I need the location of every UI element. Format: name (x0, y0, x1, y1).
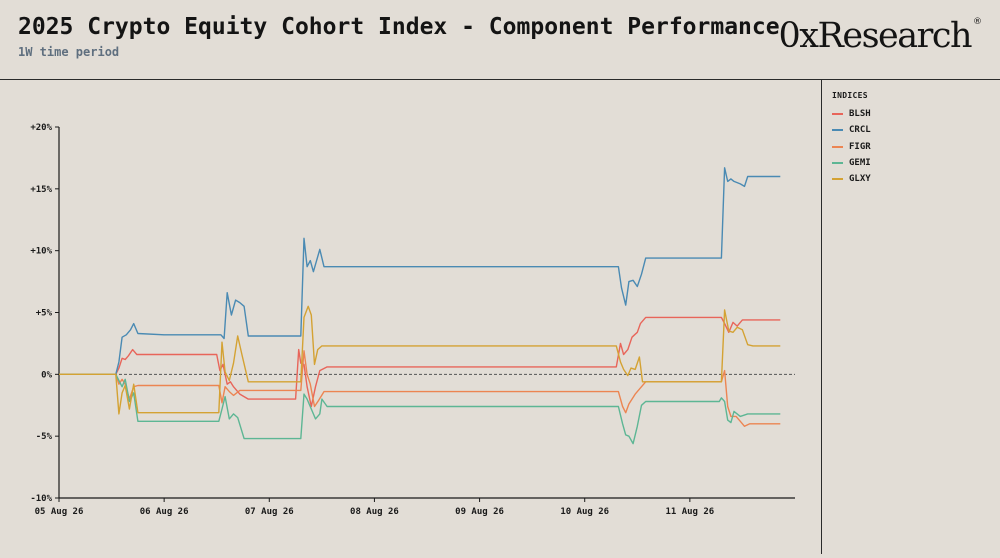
legend-item-glxy: GLXY (832, 171, 871, 187)
registered-mark: ® (973, 17, 982, 28)
header-divider (0, 79, 1000, 80)
legend-swatch (832, 145, 843, 148)
series-line-gemi (59, 373, 781, 445)
legend-label: CRCL (849, 125, 871, 136)
legend-swatch (832, 162, 843, 165)
x-tick-label: 06 Aug 26 (140, 507, 189, 517)
chart-area: +20% +15% +10% +5% 0% -5% -10% 05 Aug 26 06 Aug … (0, 80, 821, 554)
series-line-crcl (59, 167, 781, 375)
legend-item-crcl: CRCL (832, 122, 871, 138)
chart-title: 2025 Crypto Equity Cohort Index - Compon… (18, 14, 780, 40)
x-tick-label: 10 Aug 26 (560, 507, 609, 517)
series-line-blsh (59, 316, 781, 408)
y-tick-label: 0% (41, 370, 52, 380)
y-tick-label: +10% (30, 247, 52, 257)
legend-label: GEMI (849, 158, 871, 169)
legend-label: GLXY (849, 174, 871, 185)
line-chart: +20% +15% +10% +5% 0% -5% -10% 05 Aug 26 06 Aug … (30, 123, 795, 517)
brand-logo: 0xResearch ® (779, 16, 983, 56)
legend-item-gemi: GEMI (832, 155, 871, 171)
legend-item-blsh: BLSH (832, 106, 871, 122)
chart-subtitle: 1W time period (18, 45, 120, 59)
legend-item-figr: FIGR (832, 139, 871, 155)
x-tick-label: 09 Aug 26 (455, 507, 504, 517)
series-line-glxy (59, 305, 781, 415)
legend-items: BLSH CRCL FIGR GEMI GLXY (832, 106, 871, 187)
legend-swatch (832, 113, 843, 116)
series-line-figr (59, 350, 781, 427)
x-tick-label: 07 Aug 26 (245, 507, 294, 517)
legend-title: INDICES (832, 91, 868, 100)
y-tick-label: +5% (36, 309, 53, 319)
x-tick-label: 11 Aug 26 (665, 507, 714, 517)
chart-header: 2025 Crypto Equity Cohort Index - Compon… (0, 0, 1000, 80)
y-tick-label: -10% (30, 494, 52, 504)
legend-divider (821, 80, 822, 554)
x-tick-label: 05 Aug 26 (35, 507, 84, 517)
y-tick-label: +20% (30, 123, 52, 133)
y-tick-label: -5% (36, 432, 53, 442)
legend-label: FIGR (849, 141, 871, 152)
brand-logo-text: 0xResearch (778, 16, 973, 56)
legend: INDICES BLSH CRCL FIGR GEMI GLXY (832, 91, 871, 187)
legend-swatch (832, 129, 843, 132)
legend-swatch (832, 178, 843, 181)
legend-label: BLSH (849, 109, 871, 120)
y-tick-label: +15% (30, 185, 52, 195)
x-tick-label: 08 Aug 26 (350, 507, 399, 517)
